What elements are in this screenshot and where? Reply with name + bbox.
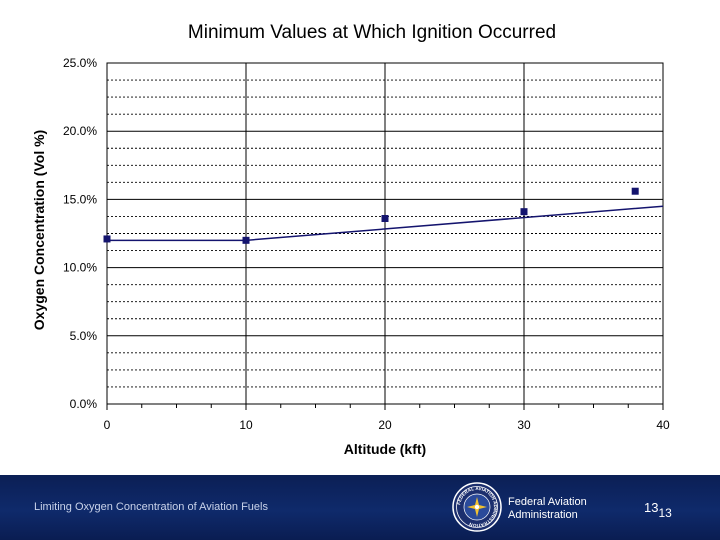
data-point: [242, 236, 250, 244]
x-tick-label: 20: [378, 418, 392, 432]
x-axis-ticks: [106, 404, 664, 410]
y-tick-label: 5.0%: [70, 329, 98, 343]
x-tick-label: 30: [517, 418, 531, 432]
x-tick-label: 0: [104, 418, 111, 432]
agency-line-2: Administration: [508, 509, 578, 521]
y-tick-label: 10.0%: [63, 261, 97, 275]
chart: Minimum Values at Which Ignition Occurre…: [31, 22, 670, 457]
x-tick-label: 10: [239, 418, 253, 432]
data-point: [631, 187, 639, 195]
footer-bar: Limiting Oxygen Concentration of Aviatio…: [0, 475, 720, 540]
x-axis-label: Altitude (kft): [344, 441, 426, 457]
agency-name: Federal Aviation Administration: [508, 496, 587, 522]
faa-seal-logo: FEDERAL AVIATION ADMINISTRATION: [452, 482, 502, 532]
major-gridlines: [107, 63, 663, 404]
y-tick-label: 0.0%: [70, 397, 98, 411]
y-tick-label: 20.0%: [63, 124, 97, 138]
agency-line-1: Federal Aviation: [508, 496, 587, 508]
data-point: [520, 208, 528, 216]
chart-title: Minimum Values at Which Ignition Occurre…: [188, 22, 556, 43]
y-tick-label: 15.0%: [63, 192, 97, 206]
page-number: 1313: [644, 499, 672, 520]
y-axis-label: Oxygen Concentration (Vol %): [31, 130, 47, 330]
page-number-primary: 13: [644, 500, 659, 515]
y-tick-label: 25.0%: [63, 56, 97, 70]
data-point: [103, 235, 111, 243]
data-point: [381, 214, 389, 222]
tick-labels: 0.0% 5.0% 10.0% 15.0% 20.0% 25.0% 0 10 20 30 40: [63, 56, 670, 432]
series-layer: [103, 187, 664, 244]
x-tick-label: 40: [656, 418, 670, 432]
page-number-secondary: 13: [658, 506, 672, 520]
footer-caption: Limiting Oxygen Concentration of Aviatio…: [34, 501, 268, 513]
